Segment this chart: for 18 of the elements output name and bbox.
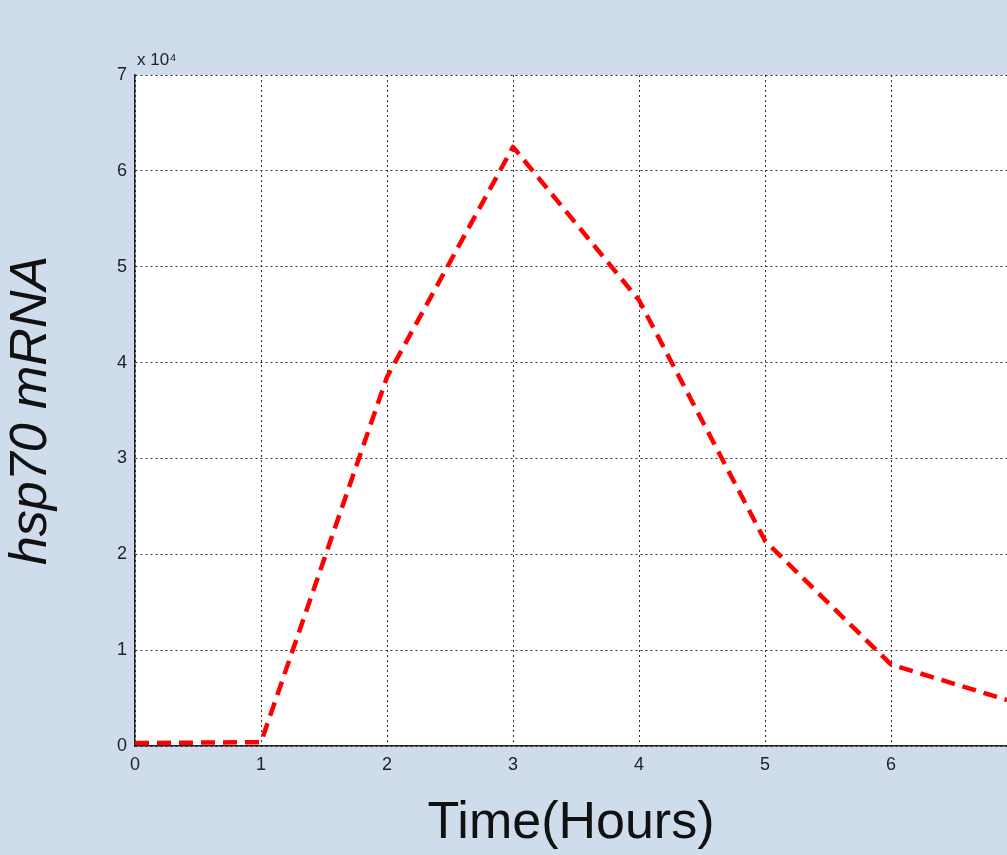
y-tick-label: 3 xyxy=(116,447,127,468)
y-tick-label: 0 xyxy=(116,734,127,755)
y-tick-label: 6 xyxy=(116,159,127,180)
y-tick-label: 4 xyxy=(116,351,127,372)
y-tick-label: 2 xyxy=(116,543,127,564)
x-axis-title: Time(Hours) xyxy=(427,791,715,850)
x-tick-label: 1 xyxy=(256,753,267,774)
y-tick-label: 1 xyxy=(116,639,127,660)
y-tick-label: 7 xyxy=(116,63,127,84)
text: x 10⁴ xyxy=(137,50,177,70)
y-tick-label: 5 xyxy=(116,255,127,276)
x-tick-label: 3 xyxy=(508,753,519,774)
x-tick-label: 4 xyxy=(634,753,645,774)
x-tick-label: 0 xyxy=(129,753,141,774)
x-tick-label: 5 xyxy=(760,753,771,774)
x-tick-label: 6 xyxy=(886,753,897,774)
x-tick-label: 2 xyxy=(382,753,393,774)
y-axis-title: hsp70 mRNA xyxy=(0,255,57,566)
